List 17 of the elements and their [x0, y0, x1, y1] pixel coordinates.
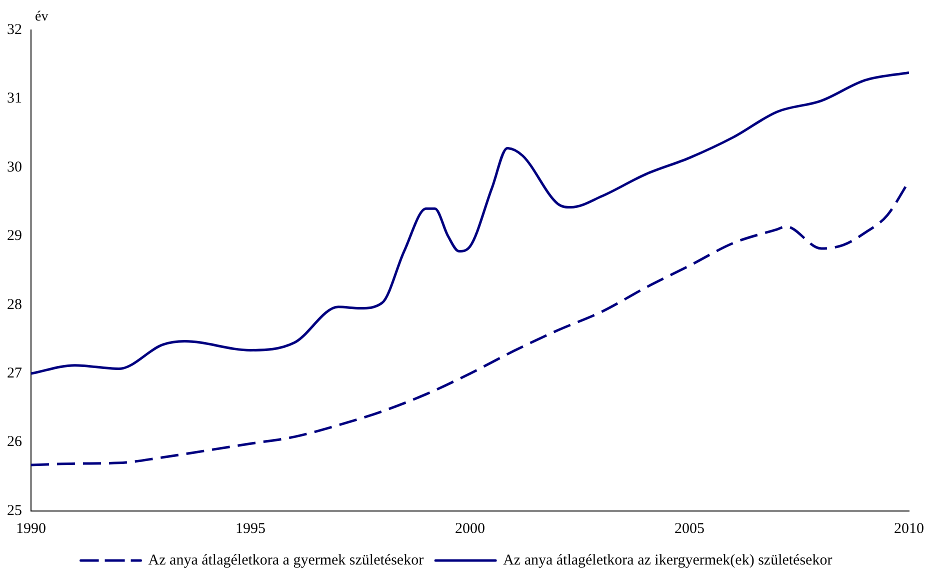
line-series [31, 71, 909, 375]
y-tick-label: 30 [7, 159, 22, 176]
y-tick-label: 32 [7, 22, 22, 38]
x-tick-label: 1990 [16, 520, 46, 537]
legend-label: Az anya átlagéletkora a gyermek születésekor [148, 552, 424, 568]
x-tick-label: 2010 [894, 520, 924, 537]
y-tick-label: 27 [7, 366, 22, 382]
x-tick-label: 1995 [236, 520, 266, 537]
y-tick-label: 29 [7, 228, 22, 244]
y-axis-title: év [35, 10, 48, 25]
y-tick-label: 31 [7, 90, 22, 107]
y-tick-label: 25 [7, 502, 22, 519]
y-tick-label: 26 [7, 434, 22, 450]
legend-label: Az anya átlagéletkora az ikergyermek(ek) születésekor [503, 552, 832, 568]
y-tick-label: 28 [7, 296, 22, 313]
x-tick-label: 2000 [455, 520, 485, 537]
x-tick-label: 2005 [674, 520, 704, 537]
